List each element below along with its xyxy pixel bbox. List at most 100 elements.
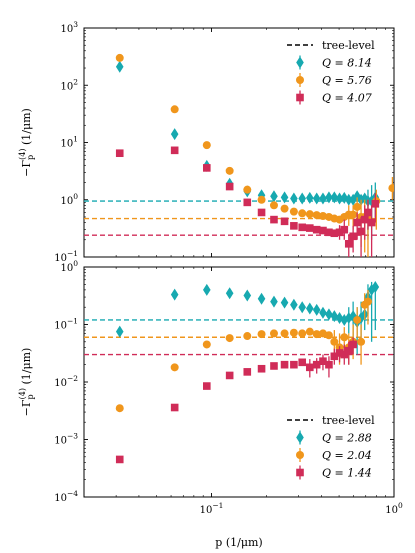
bottom-data-point bbox=[270, 362, 278, 370]
top-data-point bbox=[312, 192, 321, 205]
bottom-data-point bbox=[306, 363, 314, 372]
bottom-data-point bbox=[298, 329, 307, 338]
top-data-point bbox=[243, 198, 252, 207]
top-data-point bbox=[225, 166, 234, 175]
legend-series-label: Q = 1.44 bbox=[322, 467, 372, 480]
top-data-point bbox=[298, 192, 307, 205]
bottom-data-point bbox=[353, 315, 362, 324]
bottom-data-point bbox=[257, 292, 266, 305]
legend-marker bbox=[296, 468, 304, 477]
bottom-data-point bbox=[280, 296, 289, 309]
top-data-point bbox=[298, 223, 307, 232]
top-data-point bbox=[344, 193, 353, 206]
bottom-data-point bbox=[269, 329, 278, 338]
bottom-data-point bbox=[243, 289, 252, 302]
top-legend: tree-level Q = 8.14 Q = 5.76 Q = 4.07 bbox=[287, 39, 375, 105]
top-data-point bbox=[290, 222, 298, 230]
bottom-data-point bbox=[305, 327, 314, 336]
top-data-point bbox=[335, 228, 344, 237]
top-data-point bbox=[290, 192, 298, 205]
top-data-point bbox=[115, 60, 124, 73]
bottom-data-point bbox=[243, 332, 252, 341]
bottom-data-point bbox=[324, 331, 333, 340]
top-data-point bbox=[280, 204, 289, 213]
bottom-data-point bbox=[349, 340, 357, 349]
top-data-point bbox=[203, 164, 211, 172]
top-data-point bbox=[170, 128, 179, 141]
bottom-panel: 10−4 10−3 10−2 10−1 100 10−1 100 −Γp(4) (1/μm) t… bbox=[18, 259, 403, 516]
bottom-data-point bbox=[170, 403, 179, 412]
bottom-data-point bbox=[225, 334, 234, 343]
top-data-point bbox=[388, 184, 394, 193]
bottom-y-tick-label: 10−4 bbox=[54, 489, 78, 504]
bottom-data-point bbox=[325, 308, 333, 321]
bottom-data-point bbox=[203, 382, 211, 390]
bottom-data-point bbox=[280, 360, 289, 369]
top-data-point bbox=[319, 226, 327, 235]
top-data-point bbox=[243, 185, 252, 194]
bottom-data-point bbox=[225, 287, 234, 300]
bottom-series-group bbox=[115, 337, 357, 464]
top-data-point bbox=[318, 212, 327, 221]
bottom-y-tick-label: 10−1 bbox=[54, 317, 78, 332]
top-data-point bbox=[330, 229, 339, 238]
legend-marker bbox=[296, 76, 304, 84]
top-y-tick-label: 10−1 bbox=[54, 249, 78, 264]
legend-marker bbox=[296, 93, 304, 102]
top-data-point bbox=[330, 191, 339, 204]
top-data-point bbox=[349, 210, 358, 219]
bottom-data-point bbox=[325, 360, 333, 369]
top-data-point bbox=[270, 215, 278, 224]
legend-series-label: Q = 8.14 bbox=[322, 57, 372, 70]
bottom-axes-frame bbox=[83, 266, 395, 498]
x-tick-label: 10−1 bbox=[200, 501, 224, 516]
bottom-data-point bbox=[257, 330, 266, 339]
x-axis-label: p (1/μm) bbox=[215, 536, 262, 549]
top-data-point bbox=[319, 192, 327, 205]
bottom-data-point bbox=[170, 288, 179, 301]
legend-marker bbox=[296, 451, 304, 459]
bottom-data-point bbox=[298, 301, 307, 314]
top-series-group bbox=[115, 146, 380, 257]
bottom-data-point bbox=[306, 302, 314, 315]
top-y-tick-label: 102 bbox=[60, 77, 78, 92]
legend-marker bbox=[296, 56, 304, 69]
bottom-y-axis-label: −Γp(4) (1/μm) bbox=[18, 348, 35, 417]
bottom-data-point bbox=[312, 303, 321, 316]
bottom-y-tick-label: 10−3 bbox=[54, 432, 78, 447]
top-data-point bbox=[170, 146, 179, 155]
bottom-data-point bbox=[344, 346, 353, 355]
bottom-data-point bbox=[298, 358, 307, 367]
bottom-data-point bbox=[330, 310, 339, 323]
top-data-point bbox=[115, 53, 124, 62]
top-data-point bbox=[344, 240, 353, 248]
bottom-data-point bbox=[357, 337, 366, 346]
top-data-point bbox=[325, 191, 333, 204]
x-tick-label: 100 bbox=[385, 501, 403, 516]
bottom-data-point bbox=[257, 364, 266, 373]
top-data-point bbox=[312, 225, 321, 234]
bottom-data-point bbox=[202, 340, 211, 349]
bottom-data-point bbox=[203, 283, 211, 296]
legend-tree-level-label: tree-level bbox=[322, 414, 375, 427]
bottom-data-point bbox=[225, 371, 234, 380]
top-data-point bbox=[371, 199, 380, 208]
bottom-data-point bbox=[330, 337, 339, 346]
top-y-tick-label: 103 bbox=[60, 20, 78, 35]
top-data-point bbox=[202, 141, 211, 150]
bottom-data-point bbox=[115, 325, 124, 338]
top-data-point bbox=[269, 201, 278, 210]
bottom-data-point bbox=[115, 404, 124, 413]
bottom-series-group bbox=[115, 280, 380, 355]
top-data-point bbox=[257, 208, 266, 217]
top-data-point bbox=[280, 191, 289, 204]
top-data-point bbox=[364, 208, 372, 217]
top-panel: 10−1 100 101 102 103 −Γp(4) (1/μm) tree-level Q… bbox=[18, 20, 395, 264]
bottom-data-point bbox=[289, 328, 298, 337]
top-y-tick-label: 101 bbox=[60, 135, 78, 150]
top-data-point bbox=[353, 202, 362, 211]
top-y-tick-label: 100 bbox=[60, 192, 78, 207]
legend-series-label: Q = 5.76 bbox=[322, 74, 372, 87]
bottom-data-point bbox=[371, 280, 380, 293]
